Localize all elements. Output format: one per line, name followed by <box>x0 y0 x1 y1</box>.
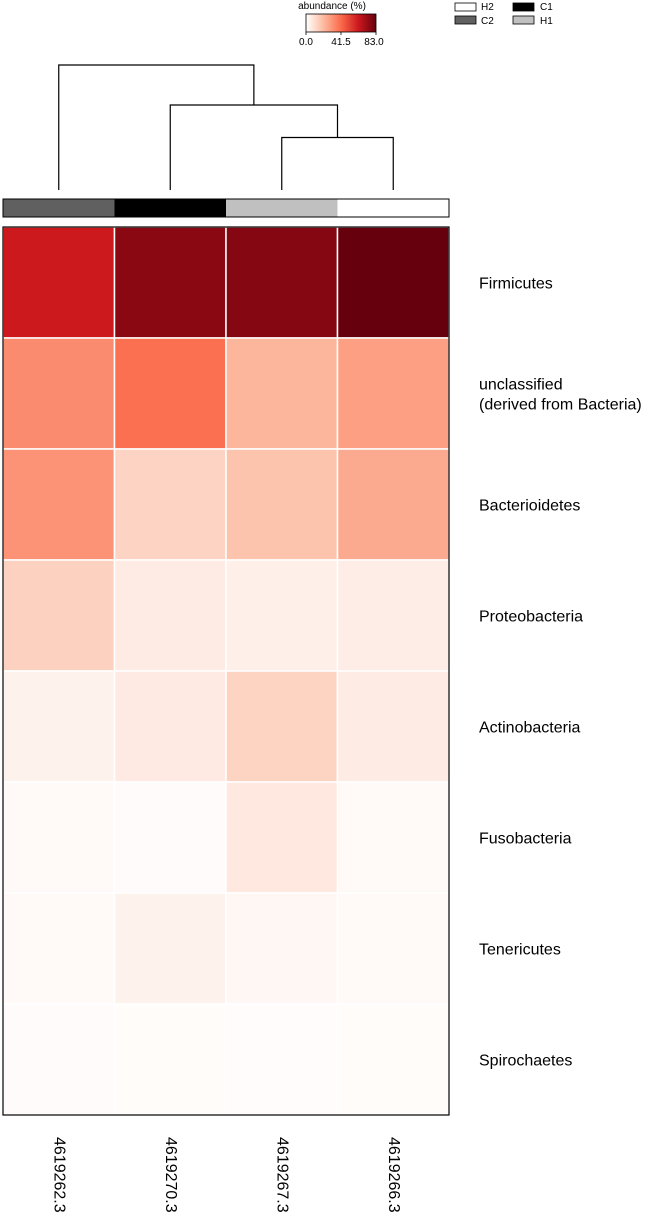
heatmap-cell <box>2 781 116 894</box>
legend-swatch-h1 <box>512 15 535 25</box>
heatmap-cell <box>2 670 116 783</box>
row-label: Bacterioidetes <box>479 498 580 515</box>
colorbar-tick-mid: 41.5 <box>331 37 351 48</box>
colorbar-tick-min: 0.0 <box>299 37 313 48</box>
group-bar-segment <box>226 199 338 217</box>
legend-label-h1: H1 <box>540 16 553 27</box>
colorbar-gradient <box>305 13 377 33</box>
colorbar: abundance (%) 0.0 41.5 83.0 <box>298 1 384 48</box>
legend-label-c2: C2 <box>481 16 494 27</box>
heatmap-cell <box>225 559 339 672</box>
column-group-bar <box>2 198 450 218</box>
heatmap-cell <box>2 559 116 672</box>
heatmap-cell <box>225 670 339 783</box>
row-label: Fusobacteria <box>479 831 572 848</box>
group-bar-border <box>2 198 450 218</box>
column-label: 4619262.3 <box>51 1137 68 1213</box>
column-label: 4619267.3 <box>274 1137 291 1213</box>
heatmap-cell <box>225 337 339 450</box>
heatmap-cell <box>225 781 339 894</box>
heatmap-cell <box>336 892 450 1005</box>
heatmap-cell <box>2 226 116 339</box>
heatmap-cell <box>113 559 227 672</box>
legend-swatch-h2 <box>454 2 477 12</box>
column-dendrogram <box>58 64 394 190</box>
heatmap-cell <box>113 337 227 450</box>
legend-swatch-c2 <box>454 15 477 25</box>
heatmap-cell <box>336 226 450 339</box>
heatmap-cell <box>113 1003 227 1116</box>
row-label: Spirochaetes <box>479 1053 572 1070</box>
dendrogram-branch <box>58 64 255 190</box>
dendrogram-branch <box>169 104 339 190</box>
heatmap-cell <box>2 1003 116 1116</box>
heatmap-cell <box>336 448 450 561</box>
dendrogram-branch <box>281 136 394 190</box>
row-labels: Firmicutes unclassified (derived from Bact… <box>479 276 642 1070</box>
heatmap-cell <box>225 1003 339 1116</box>
heatmap-cell <box>2 337 116 450</box>
heatmap-cell <box>113 892 227 1005</box>
heatmap-cell <box>113 781 227 894</box>
heatmap-cell <box>113 226 227 339</box>
legend-swatch-c1 <box>512 2 535 12</box>
column-label: 4619266.3 <box>385 1137 402 1213</box>
legend-label-h2: H2 <box>481 2 494 13</box>
group-bar-segment <box>3 199 115 217</box>
row-label: Firmicutes <box>479 276 553 293</box>
row-label: Tenericutes <box>479 942 561 959</box>
group-bar-segment <box>114 199 226 217</box>
heatmap-cell <box>225 226 339 339</box>
heatmap-cell <box>2 448 116 561</box>
heatmap-cell <box>336 670 450 783</box>
heatmap-cell <box>336 781 450 894</box>
heatmap-border <box>2 226 450 1116</box>
heatmap-cell <box>336 559 450 672</box>
group-legend: H2 C1 C2 H1 <box>454 2 553 27</box>
group-bar-segment <box>337 199 449 217</box>
row-label: Proteobacteria <box>479 609 583 626</box>
row-label: unclassified (derived from Bacteria) <box>479 377 642 414</box>
colorbar-tick-max: 83.0 <box>364 37 384 48</box>
heatmap-cell <box>336 1003 450 1116</box>
column-labels: 4619262.3 4619270.3 4619267.3 4619266.3 <box>51 1137 403 1213</box>
row-label: Actinobacteria <box>479 720 580 737</box>
heatmap-cell <box>336 337 450 450</box>
heatmap-cell <box>113 670 227 783</box>
legend-label-c1: C1 <box>540 2 553 13</box>
colorbar-title: abundance (%) <box>298 1 366 12</box>
column-label: 4619270.3 <box>162 1137 179 1213</box>
heatmap-cell <box>225 448 339 561</box>
heatmap-cell <box>225 892 339 1005</box>
heatmap-cells <box>2 226 450 1116</box>
heatmap-cell <box>113 448 227 561</box>
heatmap-cell <box>2 892 116 1005</box>
